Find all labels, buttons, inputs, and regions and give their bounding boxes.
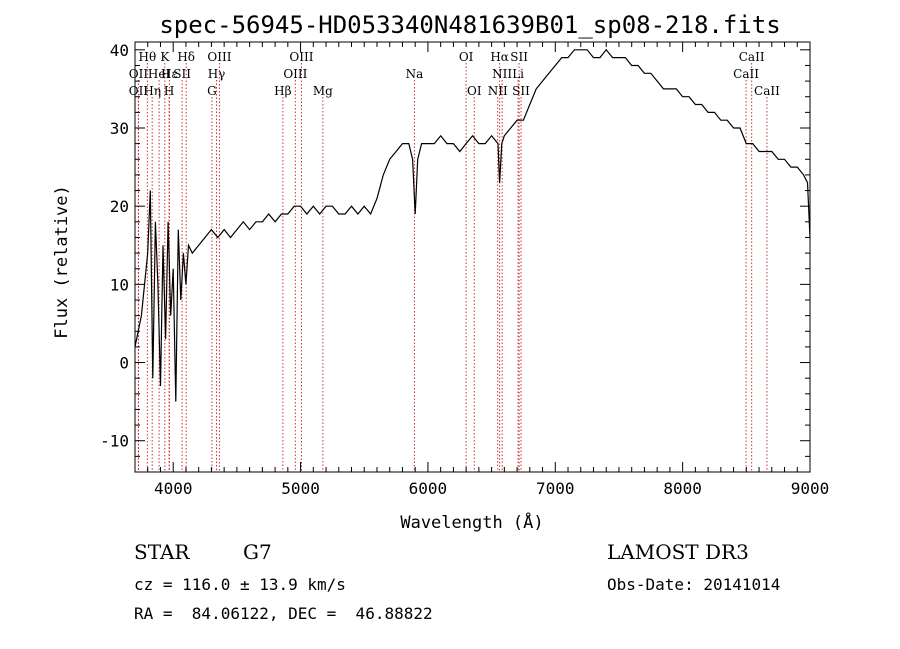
y-tick-label: 30 [110, 119, 129, 138]
y-tick-label: -10 [100, 432, 129, 451]
spectrum-line [134, 48, 811, 402]
x-tick-label: 4000 [154, 479, 193, 498]
line-label: SII [510, 50, 528, 64]
line-label: CaII [754, 84, 780, 98]
line-label: OIII [289, 50, 313, 64]
x-tick-label: 5000 [281, 479, 320, 498]
y-tick-label: 20 [110, 197, 129, 216]
obs-date-text: Obs-Date: 20141014 [607, 575, 781, 594]
x-axis: 4000 5000 6000 7000 8000 9000 [134, 42, 830, 498]
line-label: Hθ [139, 50, 157, 64]
line-label: Hγ [208, 67, 226, 81]
y-axis-title: Flux (relative) [52, 185, 72, 339]
line-label: CaII [733, 67, 759, 81]
class-label: STAR [134, 540, 190, 564]
line-label: G [207, 84, 217, 98]
y-tick-label: 40 [110, 41, 129, 60]
y-tick-label: 0 [119, 354, 129, 373]
y-tick-label: 10 [110, 275, 129, 294]
redshift-text: cz = 116.0 ± 13.9 km/s [134, 575, 346, 594]
line-label: OIII [207, 50, 231, 64]
line-label: Na [406, 67, 424, 81]
line-label: K [160, 50, 170, 64]
x-tick-label: 6000 [409, 479, 448, 498]
emission-line-labels: OIIOIIHθHηHeIKHεSIIHHδGHγOIIIHβOIIIOIIIM… [129, 50, 780, 98]
line-label: Li [512, 67, 524, 81]
line-label: SII [512, 84, 530, 98]
line-label: Mg [313, 84, 333, 98]
survey-label: LAMOST DR3 [607, 540, 749, 564]
line-label: Hε [161, 67, 178, 81]
line-label: H [164, 84, 174, 98]
plot-frame [134, 41, 811, 473]
x-tick-label: 7000 [536, 479, 575, 498]
x-tick-label: 9000 [791, 479, 830, 498]
line-label: NII [492, 67, 512, 81]
line-label: CaII [739, 50, 765, 64]
x-axis-title: Wavelength (Å) [400, 511, 543, 533]
subclass-label: G7 [243, 540, 272, 564]
line-label: OIII [283, 67, 307, 81]
line-label: Hδ [177, 50, 195, 64]
line-label: Hα [490, 50, 509, 64]
line-label: OII [129, 67, 149, 81]
chart-title: spec-56945-HD053340N481639B01_sp08-218.f… [159, 11, 780, 39]
line-label: Hβ [274, 84, 291, 98]
line-label: NII [488, 84, 508, 98]
line-label: SII [173, 67, 191, 81]
y-axis: -10 0 10 20 30 40 [100, 41, 810, 473]
line-label: OII [129, 84, 149, 98]
line-label: OI [459, 50, 474, 64]
line-label: Hη [143, 84, 161, 98]
x-tick-label: 8000 [663, 479, 702, 498]
line-label: HeI [148, 67, 171, 81]
line-label: OI [467, 84, 482, 98]
coordinates-text: RA = 84.06122, DEC = 46.88822 [134, 604, 433, 623]
emission-line-markers [137, 63, 768, 472]
